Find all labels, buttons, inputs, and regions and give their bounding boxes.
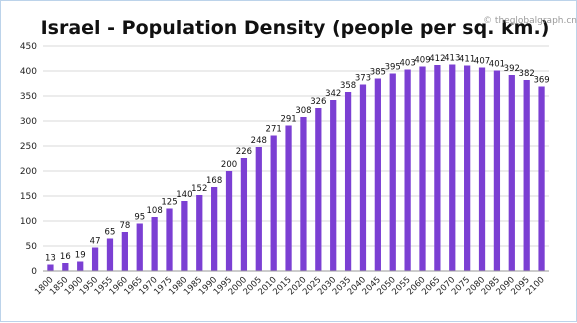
y-tick-label: 0 (31, 267, 37, 277)
bar (196, 195, 203, 271)
y-tick-label: 300 (20, 117, 37, 127)
y-tick-label: 350 (20, 92, 37, 102)
bar (240, 158, 248, 271)
data-label: 409 (414, 56, 430, 66)
bar (434, 65, 441, 271)
data-label: 308 (295, 106, 311, 116)
data-label: 168 (206, 176, 222, 186)
y-tick-label: 100 (20, 217, 37, 227)
y-axis-ticks: 0 50 100 150 200 250 300 350 400 450 (20, 42, 37, 277)
data-label: 407 (474, 57, 490, 67)
bar (493, 70, 501, 271)
data-label: 200 (221, 160, 237, 170)
data-label: 152 (191, 184, 207, 194)
y-tick-label: 400 (20, 67, 37, 77)
bar (478, 67, 486, 271)
bar (538, 86, 545, 271)
bar (464, 65, 471, 271)
data-label: 95 (134, 213, 145, 223)
x-axis-ticks: 1800185019001950195519601965197019751980… (33, 275, 546, 297)
bar (344, 92, 352, 271)
data-label: 140 (176, 190, 192, 200)
data-label: 403 (400, 59, 416, 69)
bar (449, 64, 456, 271)
data-label: 248 (251, 136, 267, 146)
bar (121, 232, 128, 271)
bar (166, 208, 173, 271)
data-label: 226 (236, 147, 252, 157)
data-label: 412 (429, 54, 445, 64)
y-tick-label: 450 (20, 42, 37, 52)
data-label: 392 (504, 64, 520, 74)
bar (359, 84, 367, 271)
y-tick-label: 200 (20, 167, 37, 177)
y-tick-label: 50 (26, 242, 38, 252)
data-label: 385 (370, 68, 386, 78)
data-label: 411 (459, 55, 475, 65)
data-label: 358 (340, 81, 356, 91)
bar (181, 201, 188, 271)
data-label: 125 (161, 198, 177, 208)
data-label: 108 (147, 206, 163, 216)
bar (330, 100, 337, 271)
data-label: 78 (119, 221, 130, 231)
data-label: 16 (60, 252, 71, 262)
bar (225, 171, 233, 271)
data-label: 395 (385, 63, 401, 73)
bar (91, 247, 99, 271)
watermark: © theglobalgraph.cn (483, 16, 577, 26)
bar (508, 75, 515, 271)
data-label: 291 (280, 115, 296, 125)
bar (136, 223, 143, 271)
data-label: 326 (310, 97, 326, 107)
gridlines (43, 45, 549, 272)
bar (300, 117, 307, 271)
data-label: 382 (519, 69, 535, 79)
bar (315, 108, 322, 271)
data-label: 19 (75, 251, 86, 261)
bar (211, 187, 218, 271)
bar (255, 147, 262, 271)
data-label: 13 (45, 254, 56, 264)
bar (404, 69, 411, 271)
data-label: 342 (325, 89, 341, 99)
data-label: 373 (355, 74, 371, 84)
bar (270, 135, 277, 271)
bar (285, 125, 292, 271)
bar (151, 217, 158, 271)
bar (389, 73, 396, 271)
data-label: 271 (266, 125, 282, 135)
data-label: 401 (489, 60, 505, 70)
data-label: 47 (90, 237, 101, 247)
bar (523, 80, 530, 271)
y-tick-label: 150 (20, 192, 37, 202)
bar (62, 263, 69, 271)
bar (374, 78, 381, 271)
chart-title: Israel - Population Density (people per … (41, 17, 550, 39)
bar (419, 66, 426, 271)
bar (77, 261, 84, 271)
bar (106, 238, 114, 271)
data-label: 65 (105, 228, 116, 238)
data-label: 369 (533, 76, 549, 86)
data-label: 413 (444, 54, 460, 64)
y-tick-label: 250 (20, 142, 37, 152)
bar (47, 264, 54, 271)
bars (47, 64, 545, 271)
